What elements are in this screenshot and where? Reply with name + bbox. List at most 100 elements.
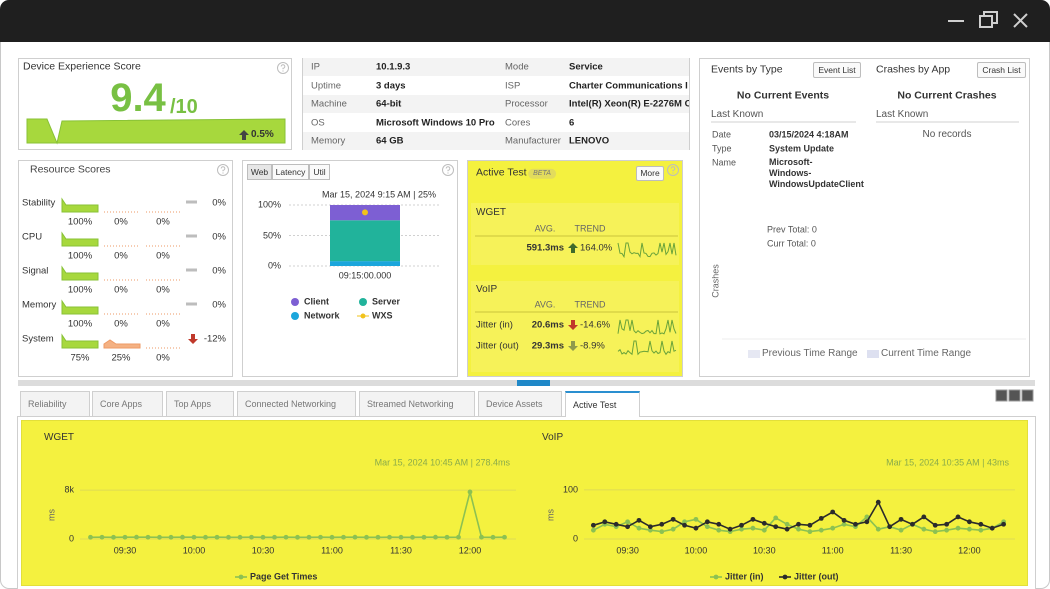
series-point bbox=[898, 516, 904, 522]
score-sparkline bbox=[103, 339, 141, 349]
help-icon-dot bbox=[672, 172, 674, 174]
marker-point bbox=[362, 209, 368, 216]
resource-score: 0% bbox=[156, 318, 170, 330]
resource-score: 75% bbox=[70, 352, 90, 364]
x-tick-label: 11:30 bbox=[890, 545, 912, 556]
resource-score: 100% bbox=[67, 284, 93, 296]
chart-tooltip: Mar 15, 2024 9:15 AM | 25% bbox=[322, 189, 436, 200]
view-tab[interactable]: Web bbox=[247, 164, 272, 180]
series-point bbox=[944, 527, 950, 533]
view-tab[interactable]: Util bbox=[309, 164, 330, 180]
x-tick-label: 12:00 bbox=[958, 545, 981, 556]
layout-icon bbox=[995, 389, 1008, 402]
legend-swatch bbox=[748, 350, 760, 358]
chart-tooltip: Mar 15, 2024 10:45 AM | 278.4ms bbox=[374, 457, 510, 468]
y-axis-label: ms bbox=[46, 509, 57, 521]
x-tick-label: 10:30 bbox=[251, 545, 275, 556]
x-tick-label: 10:00 bbox=[182, 545, 206, 556]
more-button[interactable]: More bbox=[636, 166, 664, 181]
info-label: IP bbox=[311, 61, 320, 73]
view-tab[interactable]: Latency bbox=[272, 164, 309, 180]
layout-icon bbox=[1021, 389, 1034, 402]
info-label: Mode bbox=[505, 61, 529, 73]
info-value: 64-bit bbox=[376, 98, 402, 110]
axis-label: Crashes bbox=[710, 264, 721, 298]
field-value: Microsoft-Windows-WindowsUpdateClient bbox=[769, 157, 864, 189]
series-point bbox=[122, 534, 128, 540]
trend-arrow bbox=[568, 320, 578, 330]
panel-title: Crashes by App bbox=[876, 63, 951, 76]
series-point bbox=[88, 534, 93, 540]
series-point bbox=[818, 515, 824, 521]
legend-swatch bbox=[360, 313, 366, 319]
legend-swatch bbox=[291, 298, 299, 306]
series-point bbox=[739, 526, 744, 532]
y-tick-label: 100% bbox=[257, 199, 281, 210]
series-point bbox=[456, 534, 461, 540]
section-tab[interactable]: Device Assets bbox=[478, 391, 562, 417]
info-label: Cores bbox=[505, 116, 531, 128]
series-point bbox=[682, 522, 687, 528]
series-point bbox=[341, 534, 346, 540]
column-header: TREND bbox=[574, 223, 606, 234]
series-point bbox=[841, 521, 847, 527]
row-background bbox=[303, 95, 689, 113]
crash-list-button[interactable]: Crash List bbox=[977, 62, 1026, 78]
total-label: Curr Total: 0 bbox=[767, 238, 816, 249]
section-tab[interactable]: Active Test bbox=[565, 391, 640, 417]
legend-swatch bbox=[782, 574, 788, 580]
metric-trend: 164.0% bbox=[580, 242, 613, 254]
resource-score: 25% bbox=[111, 352, 131, 364]
event-list-button[interactable]: Event List bbox=[813, 62, 861, 78]
score-change: 0.5% bbox=[251, 129, 274, 140]
legend-label: Client bbox=[304, 296, 330, 307]
series-point bbox=[727, 526, 733, 532]
detail-chart-area bbox=[21, 420, 1028, 586]
y-tick-label: 0% bbox=[267, 260, 281, 271]
metric-name: Jitter (out) bbox=[476, 340, 519, 352]
restore-button[interactable] bbox=[979, 11, 998, 28]
info-label: Manufacturer bbox=[505, 135, 561, 147]
series-point bbox=[944, 521, 950, 527]
close-button[interactable] bbox=[1013, 13, 1028, 28]
legend-swatch bbox=[867, 350, 879, 358]
panel-title: Events by Type bbox=[711, 63, 783, 76]
series-point bbox=[784, 521, 790, 527]
sparkline bbox=[617, 340, 677, 356]
row-background bbox=[303, 132, 689, 150]
info-label: Uptime bbox=[311, 79, 342, 91]
chart-tooltip: Mar 15, 2024 10:35 AM | 43ms bbox=[886, 457, 1009, 468]
sparkline bbox=[617, 242, 677, 259]
resource-name: CPU bbox=[22, 231, 43, 243]
series-point bbox=[739, 522, 744, 528]
legend-label: Jitter (out) bbox=[794, 571, 839, 582]
series-point bbox=[875, 499, 881, 505]
resource-name: Signal bbox=[22, 265, 49, 277]
series-point bbox=[773, 515, 779, 521]
field-label: Type bbox=[712, 143, 732, 154]
series-point bbox=[932, 529, 938, 535]
section-tab[interactable]: Connected Networking bbox=[237, 391, 356, 417]
resource-score: 100% bbox=[67, 318, 93, 330]
window-controls bbox=[948, 11, 1028, 28]
splitter-handle bbox=[517, 380, 550, 386]
sparkline bbox=[617, 319, 677, 335]
series-point bbox=[410, 534, 415, 540]
resource-score: 0% bbox=[114, 250, 128, 262]
legend-swatch bbox=[238, 574, 244, 580]
section-tab[interactable]: Streamed Networking bbox=[359, 391, 475, 417]
info-value: 3 days bbox=[376, 79, 406, 91]
legend-label: WXS bbox=[372, 310, 393, 321]
series-point bbox=[421, 534, 427, 540]
resource-score: 0% bbox=[114, 318, 128, 330]
section-tab[interactable]: Top Apps bbox=[166, 391, 234, 417]
series-point bbox=[784, 526, 790, 532]
resource-scores-panel bbox=[18, 160, 233, 377]
panel-title: Device Experience Score bbox=[23, 60, 141, 73]
section-tab[interactable]: Core Apps bbox=[92, 391, 163, 417]
total-label: Prev Total: 0 bbox=[767, 224, 817, 235]
bar-segment bbox=[330, 220, 400, 262]
events-panel bbox=[699, 58, 1030, 377]
series-point bbox=[1001, 521, 1007, 527]
section-tab[interactable]: Reliability bbox=[20, 391, 90, 417]
